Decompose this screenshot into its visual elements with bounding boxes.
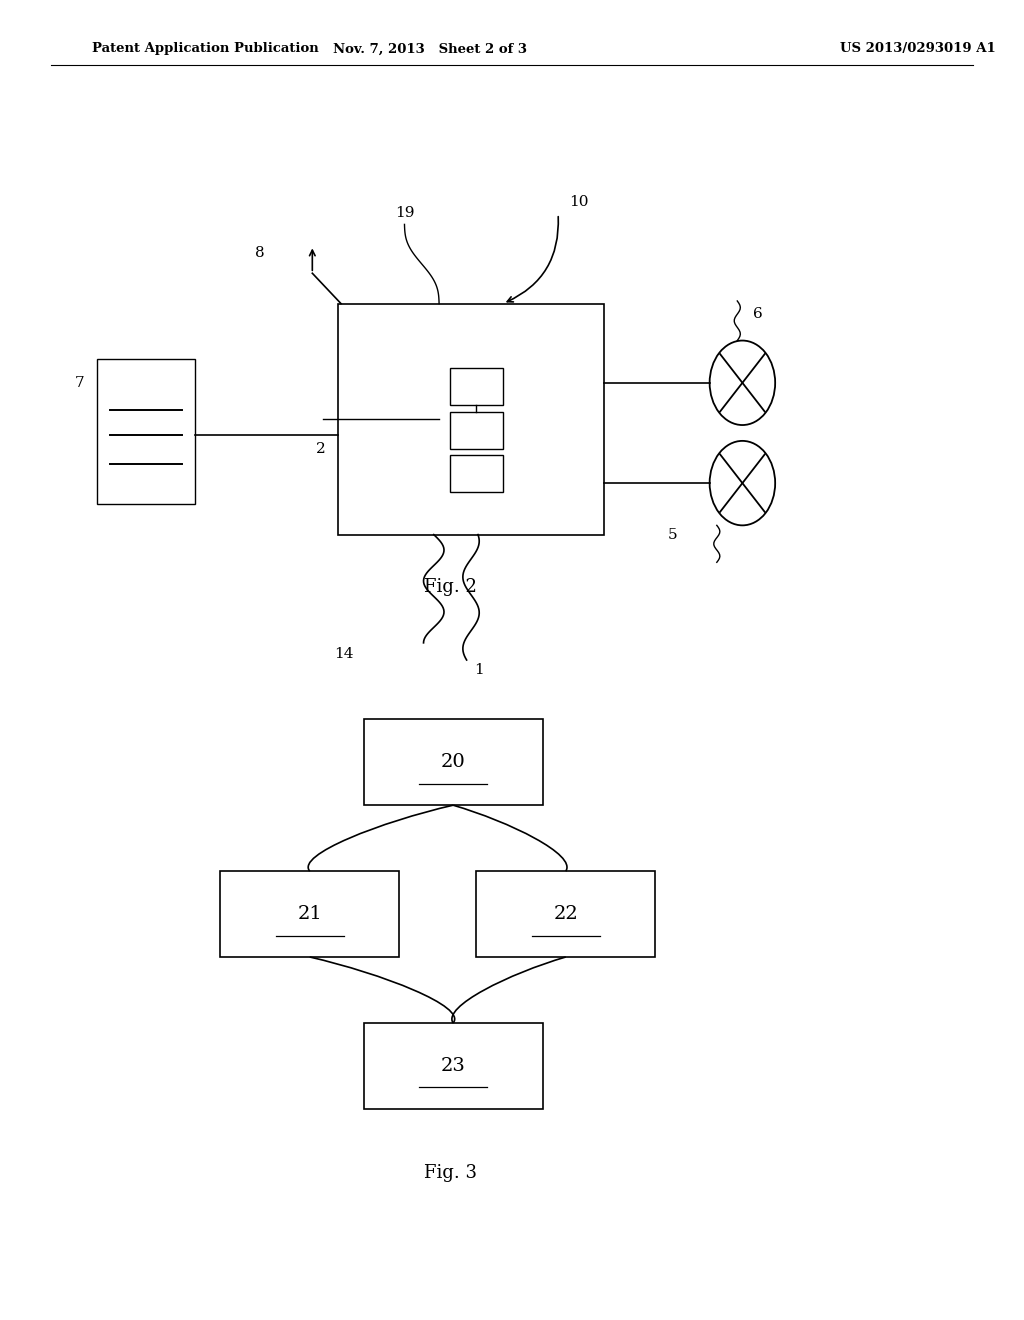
Text: 23: 23 <box>440 1057 466 1074</box>
Bar <box>476 871 655 957</box>
Text: 14: 14 <box>334 647 353 661</box>
Text: 1: 1 <box>474 663 484 677</box>
Text: 8: 8 <box>255 247 264 260</box>
Text: Nov. 7, 2013   Sheet 2 of 3: Nov. 7, 2013 Sheet 2 of 3 <box>333 42 527 55</box>
Text: 20: 20 <box>440 754 466 771</box>
Bar <box>220 871 399 957</box>
Text: 21: 21 <box>297 906 323 923</box>
Bar <box>364 1023 543 1109</box>
Bar <box>364 719 543 805</box>
Text: 6: 6 <box>753 306 763 321</box>
Text: US 2013/0293019 A1: US 2013/0293019 A1 <box>840 42 995 55</box>
Text: 10: 10 <box>569 194 589 209</box>
Text: Fig. 2: Fig. 2 <box>424 578 477 597</box>
Bar <box>450 368 503 405</box>
Text: Fig. 3: Fig. 3 <box>424 1164 477 1183</box>
Text: 5: 5 <box>668 528 677 543</box>
Bar <box>450 455 503 492</box>
Bar <box>97 359 195 504</box>
Bar <box>338 304 604 535</box>
Text: 22: 22 <box>553 906 579 923</box>
Text: 19: 19 <box>394 206 415 220</box>
Text: 2: 2 <box>315 442 326 455</box>
Text: 7: 7 <box>75 376 84 389</box>
Text: Patent Application Publication: Patent Application Publication <box>92 42 318 55</box>
Bar <box>450 412 503 449</box>
